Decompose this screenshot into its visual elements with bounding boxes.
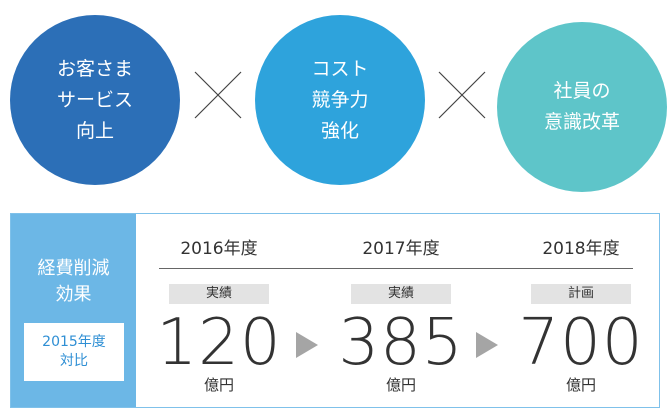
unit: 億円 [565,376,596,394]
cross-mark [438,71,486,119]
text-line: 意識改革 [543,111,620,133]
arrow [476,332,498,358]
divider [159,268,633,269]
circle: お客さまサービス向上 [10,15,180,185]
text-line: 向上 [75,119,114,142]
unit: 億円 [203,376,234,394]
circle: 社員の 意識改革 [497,22,667,192]
arrow [296,332,318,358]
year: 2018年度 [542,239,620,259]
text-line: 対比 [60,353,88,369]
status-label: 実績 [169,284,269,304]
result-box: 経費削減 効果 2015年度 対比 2016年度 実績 120 億円 2017年度 実績 385… [10,213,660,408]
amount: 385 [338,306,464,380]
text-line: 社員の [553,80,611,102]
amount: 700 [518,306,644,380]
cross-mark [194,71,242,119]
panel-note: 2015年度 対比 [24,323,124,381]
text-line: 強化 [320,119,359,142]
text-line: 2015年度 [42,334,106,350]
text-line: コスト [311,57,369,80]
side-panel: 経費削減効果 2015年度 対比 [11,214,136,407]
circle: コスト 競争力 強化 [255,15,425,185]
text-line: 経費削減 [37,258,110,279]
panel-title: 経費削減 効果 [11,256,136,308]
text-line: 効果 [55,284,92,305]
text-line: 競争力 [311,88,369,111]
year: 2017年度 [362,239,440,259]
status-label: 計画 [531,284,631,304]
unit: 億円 [385,376,416,394]
amount: 120 [156,306,282,380]
text-line: お客さま [56,57,133,80]
status-label: 実績 [351,284,451,304]
year: 2016年度 [180,239,258,259]
text-line: サービス [56,88,133,111]
